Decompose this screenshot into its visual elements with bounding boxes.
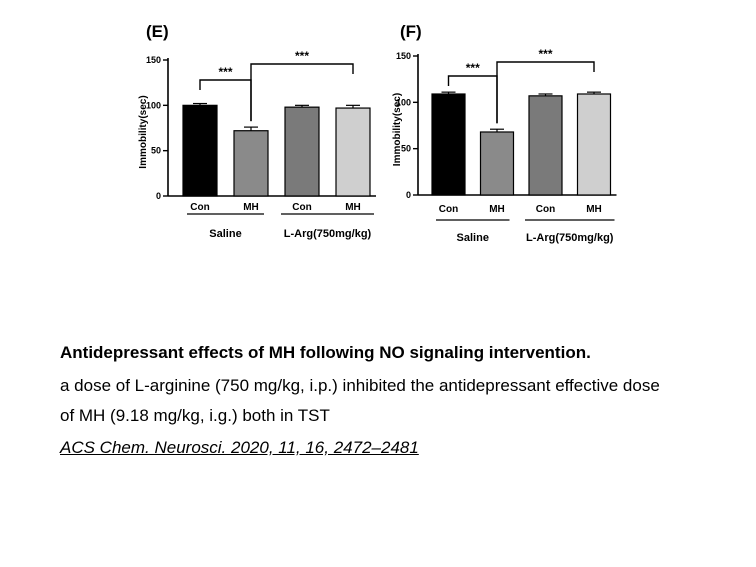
bar [182,104,218,197]
bar [576,93,612,196]
caption-line-2: of MH (9.18 mg/kg, i.g.) both in TST [60,406,330,425]
y-tick-label: 100 [146,100,161,110]
x-tick-label: Con [292,202,311,213]
y-axis-label: Immobility(sec) [138,95,149,168]
significance-label: *** [295,49,309,63]
bar [284,106,320,197]
bar [528,95,563,196]
y-tick-label: 50 [401,144,411,154]
panel-label: (F) [400,22,422,41]
y-axis-label: Immobility(sec) [392,93,403,166]
panel-label: (E) [146,22,169,41]
group-label: Saline [209,228,241,240]
chart-panel-f: (F) Immobility(sec) 0 50 100 150 Con MH Con MH Sal… [392,22,617,244]
bar [335,107,371,197]
y-tick-label: 0 [156,191,161,201]
bar [479,131,515,196]
significance-label: *** [466,61,480,75]
significance-bracket [250,63,354,122]
significance-label: *** [218,65,232,79]
x-tick-label: MH [489,204,505,215]
y-tick-label: 50 [151,146,161,156]
caption-citation: ACS Chem. Neurosci. 2020, 11, 16, 2472–2… [60,438,419,457]
x-tick-label: Con [536,204,555,215]
bar [431,93,466,196]
x-tick-label: MH [243,202,259,213]
bar [233,130,269,197]
group-label: L-Arg(750mg/kg) [284,228,372,240]
significance-label: *** [538,47,552,61]
y-tick-label: 150 [396,51,411,61]
x-tick-label: Con [439,204,458,215]
group-label: Saline [457,232,489,244]
y-tick-label: 100 [396,97,411,107]
y-tick-label: 150 [146,55,161,65]
x-tick-label: MH [345,202,361,213]
x-tick-label: MH [586,204,602,215]
x-tick-label: Con [190,202,209,213]
caption-line-1: a dose of L-arginine (750 mg/kg, i.p.) i… [60,376,660,395]
y-tick-label: 0 [406,190,411,200]
significance-bracket [496,61,595,124]
chart-panel-e: (E) Immobility(sec) 0 50 100 150 Con MH Con MH Sal… [138,22,376,240]
group-label: L-Arg(750mg/kg) [526,232,614,244]
caption-title: Antidepressant effects of MH following N… [60,343,591,362]
